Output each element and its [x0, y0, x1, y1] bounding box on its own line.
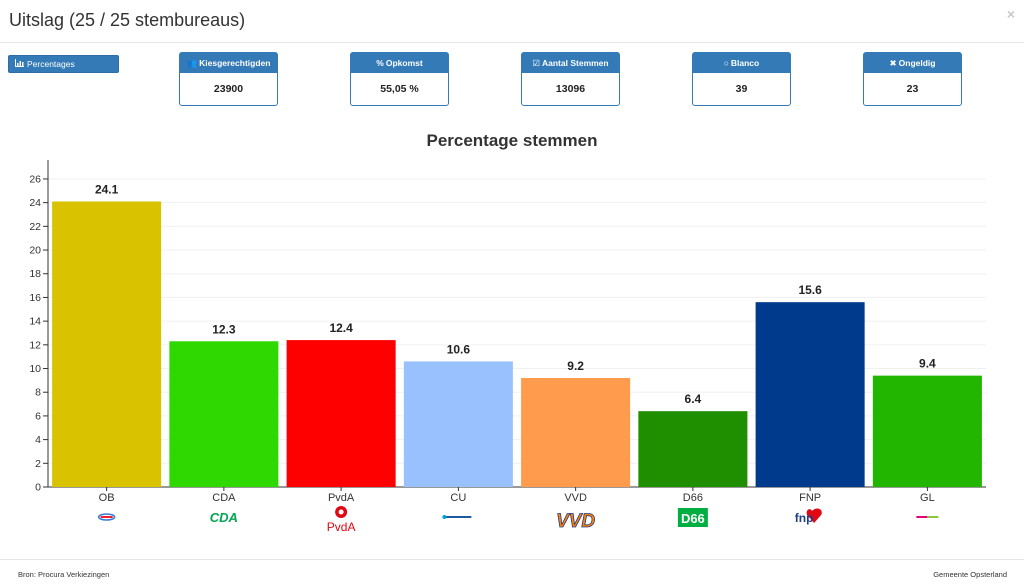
- page-title: Uitslag (25 / 25 stembureaus): [9, 10, 246, 30]
- fnp-logo: fnp: [795, 508, 822, 525]
- cu-logo: [442, 515, 472, 519]
- y-tick-label: 16: [29, 292, 41, 304]
- y-tick-label: 24: [29, 197, 41, 209]
- organisation-text: Gemeente Opsterland: [933, 570, 1007, 579]
- y-tick-label: 14: [29, 316, 41, 328]
- times-icon: ✖: [889, 58, 897, 68]
- bar-chart-icon: [15, 56, 24, 72]
- ob-logo: [97, 513, 116, 521]
- x-tick-label: CU: [450, 492, 466, 504]
- stat-value: 55,05 %: [380, 83, 419, 95]
- source-text: Bron: Procura Verkiezingen: [18, 570, 110, 579]
- data-label: 12.3: [212, 322, 236, 336]
- x-tick-label: PvdA: [328, 492, 355, 504]
- circle-icon: ○: [723, 58, 729, 68]
- stat-label: Blanco: [730, 58, 760, 68]
- gl-logo: [916, 516, 939, 518]
- stat-blanco: ○ Blanco 39: [692, 52, 791, 106]
- bar-chart: Percentage stemmen 024681012141618202224…: [29, 131, 986, 534]
- x-tick-label: GL: [920, 492, 935, 504]
- x-tick-label: D66: [683, 492, 703, 504]
- y-tick-label: 10: [29, 363, 41, 375]
- y-tick-label: 18: [29, 268, 41, 280]
- data-label: 15.6: [798, 283, 822, 297]
- bar-fnp[interactable]: [755, 302, 865, 487]
- x-tick-label: OB: [99, 492, 115, 504]
- stat-value: 23900: [213, 83, 244, 95]
- close-icon[interactable]: ×: [1006, 6, 1015, 22]
- pvda-logo: PvdA: [327, 506, 356, 534]
- y-tick-label: 12: [29, 339, 41, 351]
- y-tick-label: 8: [35, 387, 41, 399]
- data-label: 9.4: [919, 357, 936, 371]
- x-tick-label: CDA: [212, 492, 236, 504]
- percent-icon: %: [376, 58, 384, 68]
- svg-text:PvdA: PvdA: [327, 520, 356, 534]
- svg-text:fnp: fnp: [795, 511, 814, 525]
- stat-kiesgerechtigden: 👥 Kiesgerechtigden 23900: [179, 52, 278, 106]
- y-tick-label: 26: [29, 173, 41, 185]
- bar-ob[interactable]: [52, 201, 162, 487]
- bar-pvda[interactable]: [286, 340, 396, 487]
- data-label: 6.4: [685, 392, 702, 406]
- x-tick-label: VVD: [564, 492, 587, 504]
- data-label: 24.1: [95, 182, 119, 196]
- stat-value: 39: [735, 83, 748, 95]
- chart-area: Percentage stemmen 0 2 4 6 8 10 12 14 16 18 20 22 24…: [0, 120, 1024, 540]
- data-label: 10.6: [447, 342, 471, 356]
- y-tick-label: 20: [29, 245, 41, 257]
- bar-d66[interactable]: [638, 411, 748, 487]
- d66-logo: D66: [677, 508, 708, 527]
- y-tick-label: 0: [35, 482, 41, 494]
- vvd-logo: VVD: [556, 511, 596, 533]
- stat-opkomst: % Opkomst 55,05 %: [350, 52, 449, 106]
- stat-label: Opkomst: [385, 58, 423, 68]
- percentages-button[interactable]: Percentages: [8, 55, 119, 73]
- bar-cu[interactable]: [403, 361, 513, 487]
- stat-label: Ongeldig: [898, 58, 936, 68]
- modal-footer: Bron: Procura Verkiezingen Gemeente Opst…: [0, 559, 1024, 588]
- users-icon: 👥: [186, 58, 198, 68]
- y-tick-label: 22: [29, 221, 41, 233]
- stat-value: 23: [906, 83, 919, 95]
- bar-vvd[interactable]: [521, 378, 631, 487]
- chart-title: Percentage stemmen: [426, 131, 597, 150]
- svg-text:VVD: VVD: [556, 511, 595, 532]
- bar-gl[interactable]: [872, 375, 982, 487]
- data-label: 12.4: [329, 321, 353, 335]
- svg-text:CDA: CDA: [210, 510, 238, 525]
- y-tick-label: 6: [35, 410, 41, 422]
- data-label: 9.2: [567, 359, 584, 373]
- svg-text:D66: D66: [681, 511, 705, 526]
- bar-cda[interactable]: [169, 341, 279, 487]
- stat-value: 13096: [555, 83, 586, 95]
- y-tick-label: 2: [35, 458, 41, 470]
- x-tick-label: FNP: [799, 492, 821, 504]
- percentages-label: Percentages: [27, 59, 75, 69]
- stat-ongeldig: ✖ Ongeldig 23: [863, 52, 962, 106]
- stat-aantal-stemmen: ☑ Aantal Stemmen 13096: [521, 52, 620, 106]
- cda-logo: CDA: [210, 510, 238, 525]
- check-square-icon: ☑: [532, 58, 540, 68]
- stat-label: Kiesgerechtigden: [199, 58, 271, 68]
- modal-header: Uitslag (25 / 25 stembureaus) ×: [0, 0, 1024, 43]
- y-tick-label: 4: [35, 434, 41, 446]
- stat-label: Aantal Stemmen: [542, 58, 609, 68]
